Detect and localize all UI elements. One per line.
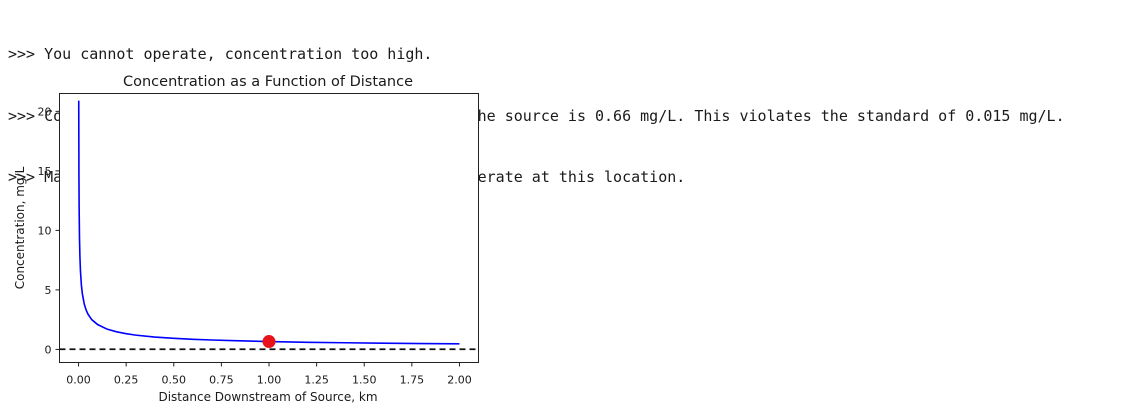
x-tick-label: 0.00 [66,374,91,387]
y-tick-label: 5 [45,284,52,297]
x-tick-label: 2.00 [447,374,472,387]
x-tick-label: 0.50 [162,374,187,387]
x-tick-label: 1.00 [257,374,282,387]
x-tick-label: 1.25 [304,374,329,387]
chart-title: Concentration as a Function of Distance [123,74,413,90]
concentration-series-line [77,100,460,345]
y-tick-label: 0 [45,343,52,356]
x-tick-label: 1.50 [352,374,377,387]
x-axis-label: Distance Downstream of Source, km [158,390,377,404]
site-point-marker [262,335,276,349]
x-tick-label: 0.75 [209,374,234,387]
console-line: >>> You cannot operate, concentration to… [8,45,433,63]
y-tick-label: 20 [38,105,52,118]
x-tick-label: 0.25 [114,374,139,387]
y-tick-label: 10 [38,224,52,237]
y-axis-label: Concentration, mg/L [13,166,27,289]
x-tick-label: 1.75 [400,374,425,387]
y-axis-ticks: 0 5 10 15 20 [38,105,60,356]
plot-frame [59,93,479,363]
x-axis-ticks: 0.00 0.25 0.50 0.75 1.00 1.25 1.50 1.75 2.00 [66,362,472,387]
y-tick-label: 15 [38,165,52,178]
